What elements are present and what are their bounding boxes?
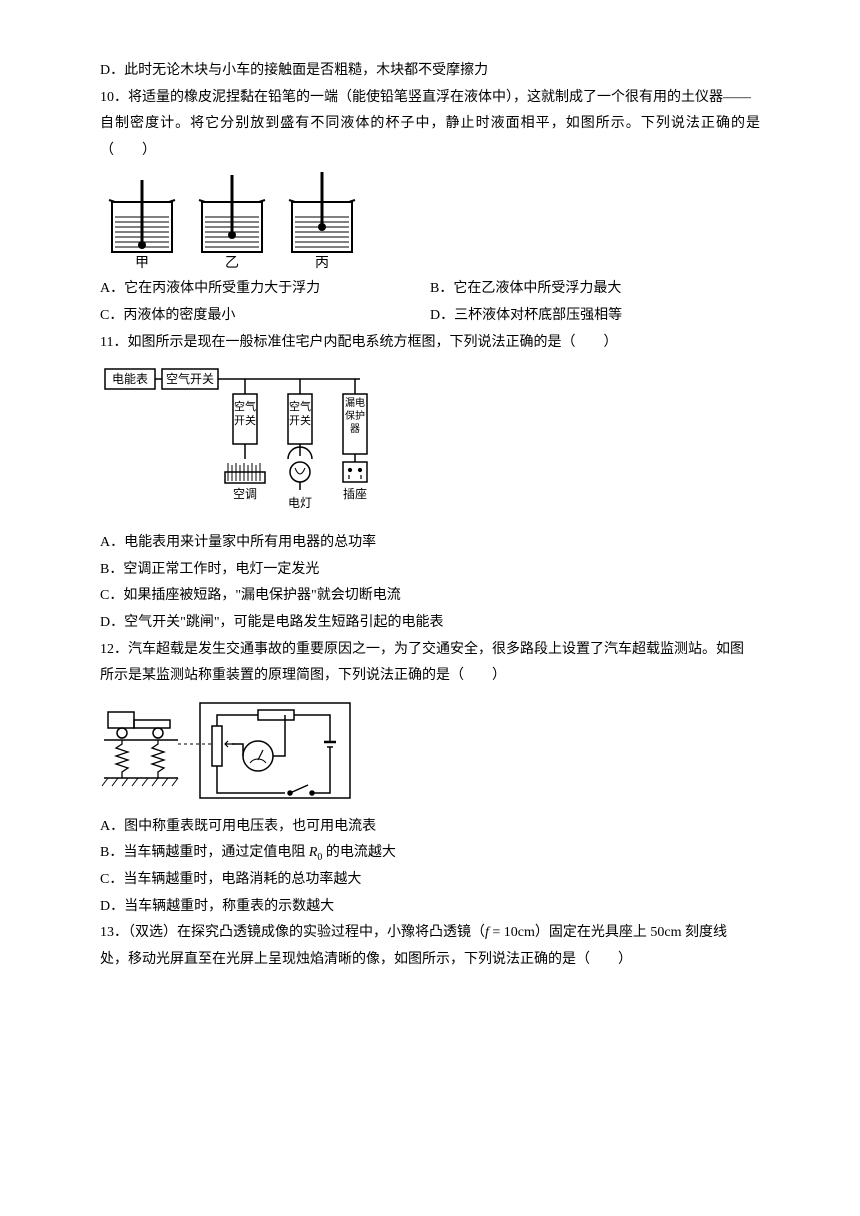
q11-opt-a: A．电能表用来计量家中所有用电器的总功率 [100,530,760,557]
q12-opt-d: D．当车辆越重时，称重表的示数越大 [100,894,760,921]
svg-text:空气: 空气 [234,399,256,413]
svg-text:漏电: 漏电 [345,396,365,409]
beaker-label-c: 丙 [315,256,329,270]
q9-opt-d: D．此时无论木块与小车的接触面是否粗糙，木块都不受摩擦力 [100,58,760,85]
svg-text:S: S [297,795,304,808]
svg-text:电能表: 电能表 [112,372,148,386]
q10-opt-a: A．它在丙液体中所受重力大于浮力 [100,276,430,303]
q12-stem-2: 所示是某监测站称重装置的原理简图，下列说法正确的是（ ） [100,663,760,690]
q10-options-row1: A．它在丙液体中所受重力大于浮力 B．它在乙液体中所受浮力最大 [100,276,760,303]
q12-stem-1: 12．汽车超载是发生交通事故的重要原因之一，为了交通安全，很多路段上设置了汽车超… [100,637,760,664]
svg-text:空气开关: 空气开关 [166,371,214,386]
q12-opt-b: B．当车辆越重时，通过定值电阻 R0 的电流越大 [100,840,760,867]
q12-opt-a: A．图中称重表既可用电压表，也可用电流表 [100,814,760,841]
q11-opt-d: D．空气开关"跳闸"，可能是电路发生短路引起的电能表 [100,610,760,637]
q10-opt-b: B．它在乙液体中所受浮力最大 [430,276,760,303]
svg-text:插座: 插座 [343,486,367,501]
q13-stem-2: 处，移动光屏直至在光屏上呈现烛焰清晰的像，如图所示，下列说法正确的是（ ） [100,947,760,974]
svg-text:电灯: 电灯 [288,496,312,510]
svg-text:开关: 开关 [234,413,256,427]
q10-figure: 甲 乙 [100,172,760,270]
svg-text:称重表: 称重表 [242,777,275,791]
q11-figure: 电能表 空气开关 空气 开关 空调 [100,364,760,524]
q11-opt-b: B．空调正常工作时，电灯一定发光 [100,557,760,584]
q10-options-row2: C．丙液体的密度最小 D．三杯液体对杯底部压强相等 [100,303,760,330]
q10-stem-2: 自制密度计。将它分别放到盛有不同液体的杯子中，静止时液面相平，如图所示。下列说法… [100,111,760,164]
svg-text:保护: 保护 [345,409,365,422]
svg-text:开关: 开关 [289,413,311,427]
svg-text:空调: 空调 [233,487,257,501]
q12-opt-c: C．当车辆越重时，电路消耗的总功率越大 [100,867,760,894]
q10-opt-d: D．三杯液体对杯底部压强相等 [430,303,760,330]
beaker-label-b: 乙 [225,255,239,270]
svg-text:空气: 空气 [289,399,311,413]
q10-opt-c: C．丙液体的密度最小 [100,303,430,330]
svg-text:器: 器 [350,423,360,435]
q11-opt-c: C．如果插座被短路，"漏电保护器"就会切断电流 [100,583,760,610]
q12-figure: R0 称重表 S [100,698,760,808]
beaker-label-a: 甲 [135,256,149,270]
q10-stem-1: 10．将适量的橡皮泥捏黏在铅笔的一端（能使铅笔竖直浮在液体中），这就制成了一个很… [100,85,760,112]
q11-stem: 11．如图所示是现在一般标准住宅户内配电系统方框图，下列说法正确的是（ ） [100,330,760,357]
q13-stem-1: 13．（双选）在探究凸透镜成像的实验过程中，小豫将凸透镜（f = 10cm）固定… [100,920,760,947]
